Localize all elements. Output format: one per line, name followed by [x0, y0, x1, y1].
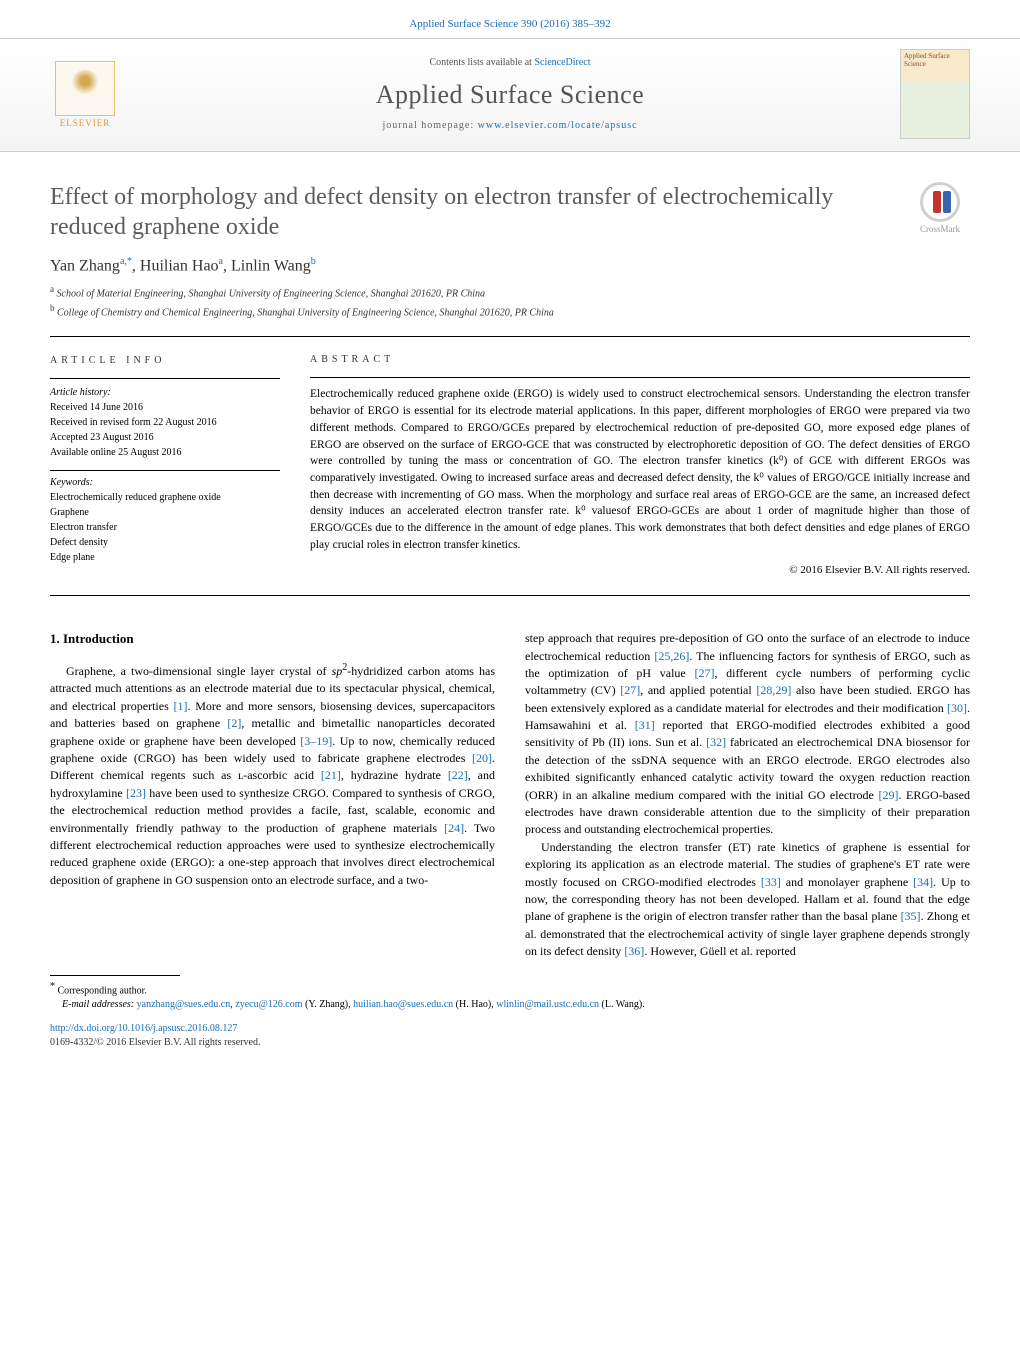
info-rule [50, 378, 280, 379]
column-left: 1. Introduction Graphene, a two-dimensio… [50, 630, 495, 960]
email-4[interactable]: wlinlin@mail.ustc.edu.cn [496, 999, 599, 1010]
homepage-prefix: journal homepage: [382, 120, 477, 131]
keyword-4: Defect density [50, 535, 280, 550]
history-received: Received 14 June 2016 [50, 400, 280, 415]
ref-36[interactable]: [36] [624, 944, 644, 958]
ref-27b[interactable]: [27] [620, 683, 640, 697]
crossmark-label: CrossMark [920, 224, 960, 234]
elsevier-logo: ELSEVIER [50, 54, 120, 134]
info-abstract-row: article info Article history: Received 1… [0, 343, 1020, 589]
contents-prefix: Contents lists available at [429, 57, 534, 68]
article-info-label: article info [50, 353, 280, 368]
elsevier-tree-icon [55, 61, 115, 116]
affiliations: a School of Material Engineering, Shangh… [0, 279, 1020, 330]
keyword-2: Graphene [50, 505, 280, 520]
keywords-rule [50, 470, 280, 471]
intro-paragraph-2: Understanding the electron transfer (ET)… [525, 839, 970, 961]
history-revised: Received in revised form 22 August 2016 [50, 415, 280, 430]
history-accepted: Accepted 23 August 2016 [50, 430, 280, 445]
journal-cover-thumbnail: Applied Surface Science [900, 49, 970, 139]
ref-23[interactable]: [23] [126, 786, 146, 800]
journal-name: Applied Surface Science [120, 80, 900, 110]
authors-line: Yan Zhanga,*, Huilian Haoa, Linlin Wangb [0, 250, 1020, 279]
ref-24[interactable]: [24] [444, 821, 464, 835]
sciencedirect-link[interactable]: ScienceDirect [534, 57, 590, 68]
abstract-copyright: © 2016 Elsevier B.V. All rights reserved… [310, 563, 970, 579]
citation-link[interactable]: Applied Surface Science 390 (2016) 385–3… [409, 18, 610, 30]
author-3-affiliation: b [311, 256, 316, 267]
crossmark-badge[interactable]: CrossMark [910, 182, 970, 234]
affiliation-a: a School of Material Engineering, Shangh… [50, 283, 970, 301]
author-1-affiliation: a,* [120, 256, 132, 267]
ref-35[interactable]: [35] [901, 909, 921, 923]
author-1: Yan Zhang [50, 257, 120, 274]
article-title: Effect of morphology and defect density … [50, 182, 870, 242]
email-3[interactable]: huilian.hao@sues.edu.cn [353, 999, 453, 1010]
footer-rule [50, 975, 180, 976]
ref-28-29[interactable]: [28,29] [756, 683, 791, 697]
keyword-3: Electron transfer [50, 520, 280, 535]
section-heading-1: 1. Introduction [50, 630, 495, 649]
history-online: Available online 25 August 2016 [50, 445, 280, 460]
abstract-text: Electrochemically reduced graphene oxide… [310, 386, 970, 553]
keyword-1: Electrochemically reduced graphene oxide [50, 490, 280, 505]
ref-30[interactable]: [30] [947, 701, 967, 715]
keywords-label: Keywords: [50, 475, 280, 490]
ref-1[interactable]: [1] [174, 699, 188, 713]
ref-25-26[interactable]: [25,26] [654, 649, 689, 663]
email-addresses: E-mail addresses: yanzhang@sues.edu.cn, … [50, 998, 970, 1012]
rule-top [50, 336, 970, 337]
cover-label: Applied Surface Science [901, 50, 969, 71]
intro-paragraph-1: Graphene, a two-dimensional single layer… [50, 661, 495, 889]
banner-center: Contents lists available at ScienceDirec… [120, 57, 900, 131]
title-block: Effect of morphology and defect density … [0, 152, 1020, 250]
ref-32[interactable]: [32] [706, 735, 726, 749]
footer: * Corresponding author. E-mail addresses… [0, 971, 1020, 1070]
homepage-link[interactable]: www.elsevier.com/locate/apsusc [478, 120, 638, 131]
crossmark-icon [920, 182, 960, 222]
ref-2[interactable]: [2] [227, 716, 241, 730]
history-label: Article history: [50, 385, 280, 400]
doi-link[interactable]: http://dx.doi.org/10.1016/j.apsusc.2016.… [50, 1022, 970, 1036]
abstract-label: abstract [310, 353, 970, 368]
intro-paragraph-1-cont: step approach that requires pre-depositi… [525, 630, 970, 839]
ref-27[interactable]: [27] [694, 666, 714, 680]
article-info: article info Article history: Received 1… [50, 353, 280, 579]
author-3: Linlin Wang [231, 257, 311, 274]
ref-3-19[interactable]: [3–19] [300, 734, 332, 748]
abstract: abstract Electrochemically reduced graph… [310, 353, 970, 579]
ref-21[interactable]: [21] [321, 768, 341, 782]
rule-bottom [50, 595, 970, 596]
affiliation-b: b College of Chemistry and Chemical Engi… [50, 302, 970, 320]
journal-banner: ELSEVIER Contents lists available at Sci… [0, 38, 1020, 152]
column-right: step approach that requires pre-depositi… [525, 630, 970, 960]
ref-34[interactable]: [34] [913, 875, 933, 889]
ref-22[interactable]: [22] [448, 768, 468, 782]
author-sep-1: , [132, 257, 140, 274]
body-columns: 1. Introduction Graphene, a two-dimensio… [0, 602, 1020, 970]
ref-31[interactable]: [31] [635, 718, 655, 732]
author-sep-2: , [223, 257, 231, 274]
abstract-rule [310, 377, 970, 378]
corresponding-author: * Corresponding author. [50, 980, 970, 998]
email-1[interactable]: yanzhang@sues.edu.cn [137, 999, 231, 1010]
author-2: Huilian Hao [140, 257, 219, 274]
keyword-5: Edge plane [50, 550, 280, 565]
contents-line: Contents lists available at ScienceDirec… [120, 57, 900, 68]
homepage-line: journal homepage: www.elsevier.com/locat… [120, 120, 900, 131]
ref-33[interactable]: [33] [761, 875, 781, 889]
ref-29b[interactable]: [29] [878, 788, 898, 802]
citation-header: Applied Surface Science 390 (2016) 385–3… [0, 0, 1020, 38]
email-2[interactable]: zyecu@126.com [235, 999, 302, 1010]
elsevier-label: ELSEVIER [60, 118, 111, 128]
issn-copyright: 0169-4332/© 2016 Elsevier B.V. All right… [50, 1036, 970, 1050]
ref-20[interactable]: [20] [472, 751, 492, 765]
